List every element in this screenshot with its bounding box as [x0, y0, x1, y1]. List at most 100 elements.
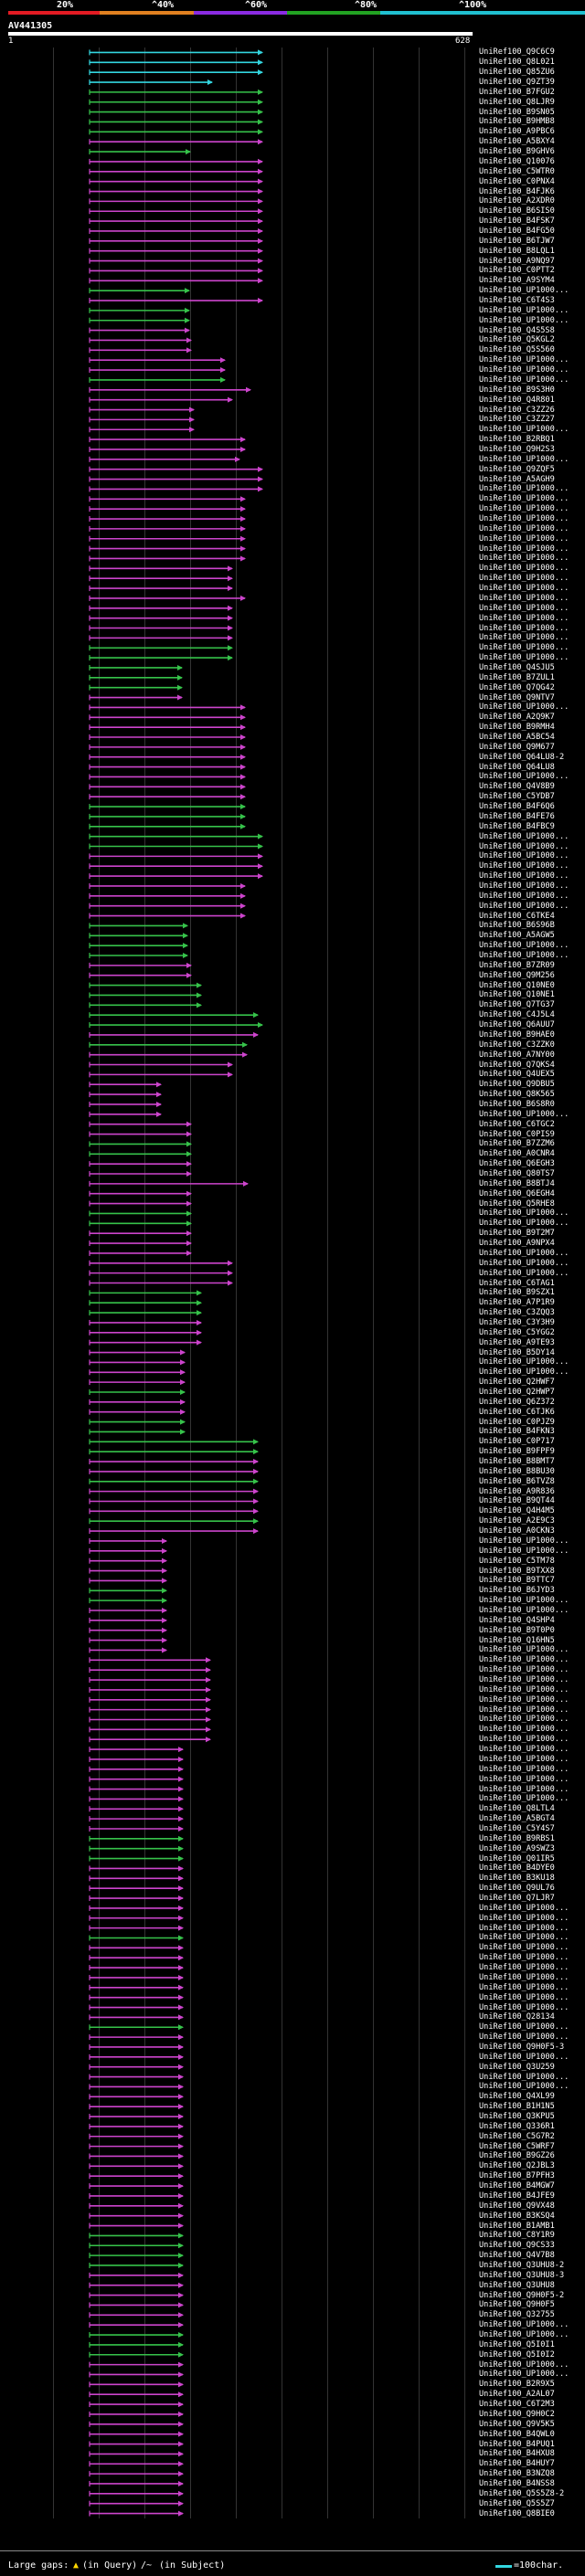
hit-label[interactable]: UniRef100_C6TAG1	[479, 1278, 555, 1288]
hit-label[interactable]: UniRef100_Q336R1	[479, 2121, 555, 2131]
hit-label[interactable]: UniRef100_A9TE93	[479, 1337, 555, 1347]
hit-label[interactable]: UniRef100_B9QT44	[479, 1496, 555, 1506]
hit-label[interactable]: UniRef100_B4FBC9	[479, 821, 555, 831]
hit-label[interactable]: UniRef100_Q4SHP4	[479, 1615, 555, 1625]
hit-label[interactable]: UniRef100_Q8BIE0	[479, 2508, 555, 2518]
hit-label[interactable]: UniRef100_UP1000...	[479, 593, 569, 603]
hit-label[interactable]: UniRef100_Q3UHU8-3	[479, 2270, 565, 2280]
hit-label[interactable]: UniRef100_UP1000...	[479, 2370, 569, 2380]
hit-label[interactable]: UniRef100_UP1000...	[479, 355, 569, 365]
hit-label[interactable]: UniRef100_UP1000...	[479, 1982, 569, 1992]
hit-label[interactable]: UniRef100_C3ZQQ3	[479, 1308, 555, 1318]
hit-label[interactable]: UniRef100_Q8LJR9	[479, 97, 555, 107]
hit-label[interactable]: UniRef100_Q9ZT39	[479, 78, 555, 88]
hit-label[interactable]: UniRef100_C3ZZ27	[479, 415, 555, 425]
hit-label[interactable]: UniRef100_UP1000...	[479, 365, 569, 375]
hit-label[interactable]: UniRef100_UP1000...	[479, 484, 569, 494]
hit-label[interactable]: UniRef100_Q6EGH4	[479, 1188, 555, 1198]
hit-label[interactable]: UniRef100_Q5I0I2	[479, 2349, 555, 2360]
hit-label[interactable]: UniRef100_A0CNR4	[479, 1149, 555, 1159]
hit-label[interactable]: UniRef100_Q9H0F5-3	[479, 2042, 565, 2052]
hit-label[interactable]: UniRef100_C3ZZK0	[479, 1040, 555, 1050]
hit-label[interactable]: UniRef100_UP1000...	[479, 901, 569, 911]
hit-label[interactable]: UniRef100_UP1000...	[479, 2330, 569, 2340]
hit-label[interactable]: UniRef100_B4HUY7	[479, 2459, 555, 2469]
hit-label[interactable]: UniRef100_UP1000...	[479, 554, 569, 564]
hit-label[interactable]: UniRef100_UP1000...	[479, 425, 569, 435]
hit-label[interactable]: UniRef100_Q5S560	[479, 345, 555, 355]
hit-label[interactable]: UniRef100_UP1000...	[479, 1735, 569, 1745]
hit-label[interactable]: UniRef100_C5YDB7	[479, 792, 555, 802]
hit-label[interactable]: UniRef100_UP1000...	[479, 623, 569, 633]
hit-label[interactable]: UniRef100_UP1000...	[479, 643, 569, 653]
hit-label[interactable]: UniRef100_Q9M256	[479, 970, 555, 980]
hit-label[interactable]: UniRef100_B4F6Q6	[479, 802, 555, 812]
hit-label[interactable]: UniRef100_UP1000...	[479, 305, 569, 315]
hit-label[interactable]: UniRef100_Q8K565	[479, 1090, 555, 1100]
hit-label[interactable]: UniRef100_B9SZX1	[479, 1288, 555, 1298]
hit-label[interactable]: UniRef100_Q10076	[479, 156, 555, 166]
hit-label[interactable]: UniRef100_UP1000...	[479, 851, 569, 861]
hit-label[interactable]: UniRef100_UP1000...	[479, 544, 569, 554]
hit-label[interactable]: UniRef100_A5BC54	[479, 733, 555, 742]
hit-label[interactable]: UniRef100_UP1000...	[479, 1794, 569, 1804]
hit-label[interactable]: UniRef100_UP1000...	[479, 2360, 569, 2370]
hit-label[interactable]: UniRef100_A9PBC6	[479, 127, 555, 137]
hit-label[interactable]: UniRef100_UP1000...	[479, 871, 569, 882]
hit-label[interactable]: UniRef100_B7PFH3	[479, 2171, 555, 2181]
hit-label[interactable]: UniRef100_Q7TG37	[479, 1000, 555, 1010]
hit-label[interactable]: UniRef100_Q3KPU5	[479, 2112, 555, 2122]
hit-label[interactable]: UniRef100_B4HXU8	[479, 2449, 555, 2459]
hit-label[interactable]: UniRef100_Q9CS33	[479, 2241, 555, 2251]
hit-label[interactable]: UniRef100_B4DYE0	[479, 1863, 555, 1874]
hit-label[interactable]: UniRef100_Q7QG42	[479, 682, 555, 692]
hit-label[interactable]: UniRef100_B8LQL1	[479, 246, 555, 256]
hit-label[interactable]: UniRef100_UP1000...	[479, 1605, 569, 1615]
hit-label[interactable]: UniRef100_UP1000...	[479, 1248, 569, 1258]
hit-label[interactable]: UniRef100_UP1000...	[479, 1675, 569, 1685]
hit-label[interactable]: UniRef100_A9NQ97	[479, 256, 555, 266]
hit-label[interactable]: UniRef100_UP1000...	[479, 1992, 569, 2002]
hit-label[interactable]: UniRef100_Q5S5Z8-2	[479, 2488, 565, 2498]
hit-label[interactable]: UniRef100_B6JYD3	[479, 1586, 555, 1596]
hit-label[interactable]: UniRef100_A5BXY4	[479, 137, 555, 147]
hit-label[interactable]: UniRef100_UP1000...	[479, 514, 569, 523]
hit-label[interactable]: UniRef100_C8Y1R9	[479, 2231, 555, 2241]
hit-label[interactable]: UniRef100_C5WTR0	[479, 166, 555, 176]
hit-label[interactable]: UniRef100_C3ZZ26	[479, 405, 555, 415]
hit-label[interactable]: UniRef100_UP1000...	[479, 584, 569, 594]
hit-label[interactable]: UniRef100_UP1000...	[479, 1923, 569, 1933]
hit-label[interactable]: UniRef100_UP1000...	[479, 2052, 569, 2062]
hit-label[interactable]: UniRef100_B9HAE0	[479, 1029, 555, 1040]
hit-label[interactable]: UniRef100_UP1000...	[479, 613, 569, 623]
hit-label[interactable]: UniRef100_Q4S5S8	[479, 325, 555, 335]
hit-label[interactable]: UniRef100_B9TTC7	[479, 1576, 555, 1586]
hit-label[interactable]: UniRef100_A5BGT4	[479, 1814, 555, 1824]
hit-label[interactable]: UniRef100_Q5I0I1	[479, 2339, 555, 2349]
hit-label[interactable]: UniRef100_UP1000...	[479, 1268, 569, 1278]
hit-label[interactable]: UniRef100_Q5RHE8	[479, 1198, 555, 1209]
hit-label[interactable]: UniRef100_Q9ZQF5	[479, 464, 555, 474]
hit-label[interactable]: UniRef100_B2R9X5	[479, 2380, 555, 2390]
hit-label[interactable]: UniRef100_UP1000...	[479, 504, 569, 514]
hit-label[interactable]: UniRef100_Q9C6C9	[479, 48, 555, 58]
hit-label[interactable]: UniRef100_B6TVZ8	[479, 1476, 555, 1486]
hit-label[interactable]: UniRef100_UP1000...	[479, 1546, 569, 1556]
hit-label[interactable]: UniRef100_A9SWZ3	[479, 1843, 555, 1853]
hit-label[interactable]: UniRef100_UP1000...	[479, 523, 569, 533]
hit-label[interactable]: UniRef100_C0PIS9	[479, 1129, 555, 1139]
hit-label[interactable]: UniRef100_B4JFE9	[479, 2191, 555, 2201]
hit-label[interactable]: UniRef100_Q01IR5	[479, 1853, 555, 1863]
hit-label[interactable]: UniRef100_Q7QKS4	[479, 1060, 555, 1070]
hit-label[interactable]: UniRef100_UP1000...	[479, 2002, 569, 2012]
hit-label[interactable]: UniRef100_Q5KGL2	[479, 335, 555, 345]
hit-label[interactable]: UniRef100_A9NPX4	[479, 1239, 555, 1249]
hit-label[interactable]: UniRef100_UP1000...	[479, 574, 569, 584]
hit-label[interactable]: UniRef100_Q9UL76	[479, 1884, 555, 1894]
hit-label[interactable]: UniRef100_UP1000...	[479, 1209, 569, 1219]
hit-label[interactable]: UniRef100_UP1000...	[479, 1933, 569, 1943]
hit-label[interactable]: UniRef100_B7ZZM6	[479, 1139, 555, 1149]
hit-label[interactable]: UniRef100_Q3UHU8-2	[479, 2260, 565, 2270]
hit-label[interactable]: UniRef100_B9TXX8	[479, 1566, 555, 1576]
hit-label[interactable]: UniRef100_UP1000...	[479, 1903, 569, 1913]
